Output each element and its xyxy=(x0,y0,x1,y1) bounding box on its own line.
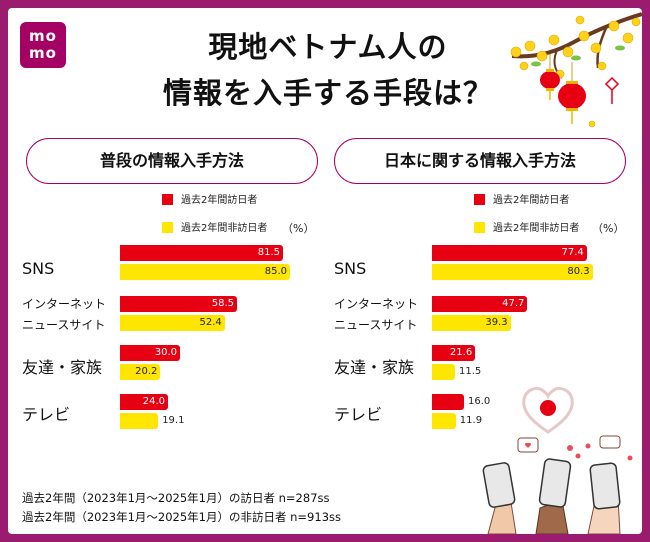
bar-non-visitor-japan-0 xyxy=(432,264,593,280)
category-label-internet-right: インターネット ニュースサイト xyxy=(334,294,418,336)
data-label-visitor-japan-1: 47.7 xyxy=(502,298,525,309)
bar-non-visitor-everyday-1 xyxy=(120,315,225,331)
bar-visitor-japan-0 xyxy=(432,245,587,261)
data-label-visitor-everyday-1: 58.5 xyxy=(211,298,234,309)
bar-visitor-japan-1 xyxy=(432,296,528,312)
bar-non-visitor-everyday-0 xyxy=(120,264,290,280)
hands-with-phones-icon xyxy=(482,435,633,534)
bar-non-visitor-everyday-3 xyxy=(120,413,159,429)
category-label-line: ニュースサイト xyxy=(334,318,418,332)
title-line-2: 情報を入手する手段は？ xyxy=(162,76,493,110)
bar-visitor-everyday-2 xyxy=(120,345,180,361)
category-label-sns-right: SNS xyxy=(334,259,367,278)
bar-non-visitor-japan-2 xyxy=(432,364,455,380)
data-label-non-visitor-everyday-3: 19.1 xyxy=(162,415,185,426)
legend-visitor-left: 過去2年間訪日者 xyxy=(162,194,257,208)
data-label-non-visitor-japan-1: 39.3 xyxy=(485,317,508,328)
legend-label: 過去2年間訪日者 xyxy=(181,195,258,206)
bar-visitor-everyday-1 xyxy=(120,296,237,312)
category-label-tv-right: テレビ xyxy=(334,405,383,424)
chart-title-japan: 日本に関する情報入手方法 xyxy=(334,138,626,184)
data-label-visitor-japan-0: 77.4 xyxy=(561,247,584,258)
category-label-line: インターネット xyxy=(334,297,419,311)
legend-label: 過去2年間非訪日者 xyxy=(493,223,580,234)
unit-label-right: （%） xyxy=(592,222,625,235)
logo-line-1: mo xyxy=(29,27,57,45)
data-label-non-visitor-japan-0: 80.3 xyxy=(567,266,590,277)
momo-logo: mo mo xyxy=(20,22,66,68)
data-label-non-visitor-japan-3: 11.9 xyxy=(459,415,483,426)
bar-visitor-everyday-3 xyxy=(120,394,168,410)
legend-swatch-yellow xyxy=(162,222,173,233)
legend-swatch-yellow xyxy=(474,222,485,233)
logo-line-2: mo xyxy=(29,44,57,62)
legend-swatch-red xyxy=(474,194,485,205)
category-label-line: ニュースサイト xyxy=(22,318,106,332)
category-label-internet-left: インターネット ニュースサイト xyxy=(22,294,106,336)
title-line-1: 現地ベトナム人の xyxy=(208,30,448,64)
data-label-non-visitor-everyday-1: 52.4 xyxy=(199,317,222,328)
category-label-friends-right: 友達・家族 xyxy=(334,358,415,377)
blossom-branch-icon xyxy=(510,12,642,128)
bar-non-visitor-japan-3 xyxy=(432,413,456,429)
unit-label-left: （%） xyxy=(282,222,315,235)
legend-non-visitor-right: 過去2年間非訪日者 xyxy=(474,222,579,236)
data-label-visitor-everyday-3: 24.0 xyxy=(142,396,165,407)
footnote-non-visitors: 過去2年間（2023年1月～2025年1月）の非訪日者 n=913ss xyxy=(22,510,341,524)
legend-swatch-red xyxy=(162,194,173,205)
data-label-non-visitor-japan-2: 11.5 xyxy=(459,366,482,377)
category-label-tv-left: テレビ xyxy=(22,405,71,424)
infographic-card: mo mo 現地ベトナム人の 情報を入手する手段は？ 普段の情報入手方法 日本に… xyxy=(8,8,642,534)
data-label-visitor-japan-3: 16.0 xyxy=(468,396,491,407)
bar-non-visitor-japan-1 xyxy=(432,315,511,331)
bar-visitor-everyday-0 xyxy=(120,245,283,261)
legend-visitor-right: 過去2年間訪日者 xyxy=(474,194,569,208)
data-label-visitor-everyday-0: 81.5 xyxy=(257,247,280,258)
bar-non-visitor-everyday-2 xyxy=(120,364,161,380)
japan-flag-heart-icon xyxy=(522,386,574,434)
bar-visitor-japan-2 xyxy=(432,345,476,361)
category-label-sns-left: SNS xyxy=(22,259,55,278)
chart-title-everyday: 普段の情報入手方法 xyxy=(26,138,318,184)
data-label-visitor-japan-2: 21.6 xyxy=(449,347,473,358)
legend-label: 過去2年間訪日者 xyxy=(493,195,570,206)
data-label-non-visitor-everyday-0: 85.0 xyxy=(264,266,287,277)
legend-label: 過去2年間非訪日者 xyxy=(181,223,268,234)
category-label-line: インターネット xyxy=(22,297,107,311)
footnote-visitors: 過去2年間（2023年1月～2025年1月）の訪日者 n=287ss xyxy=(22,491,330,505)
bar-visitor-japan-3 xyxy=(432,394,464,410)
legend-non-visitor-left: 過去2年間非訪日者 xyxy=(162,222,267,236)
category-label-friends-left: 友達・家族 xyxy=(22,358,103,377)
data-label-visitor-everyday-2: 30.0 xyxy=(154,347,177,358)
data-label-non-visitor-everyday-2: 20.2 xyxy=(135,366,158,377)
